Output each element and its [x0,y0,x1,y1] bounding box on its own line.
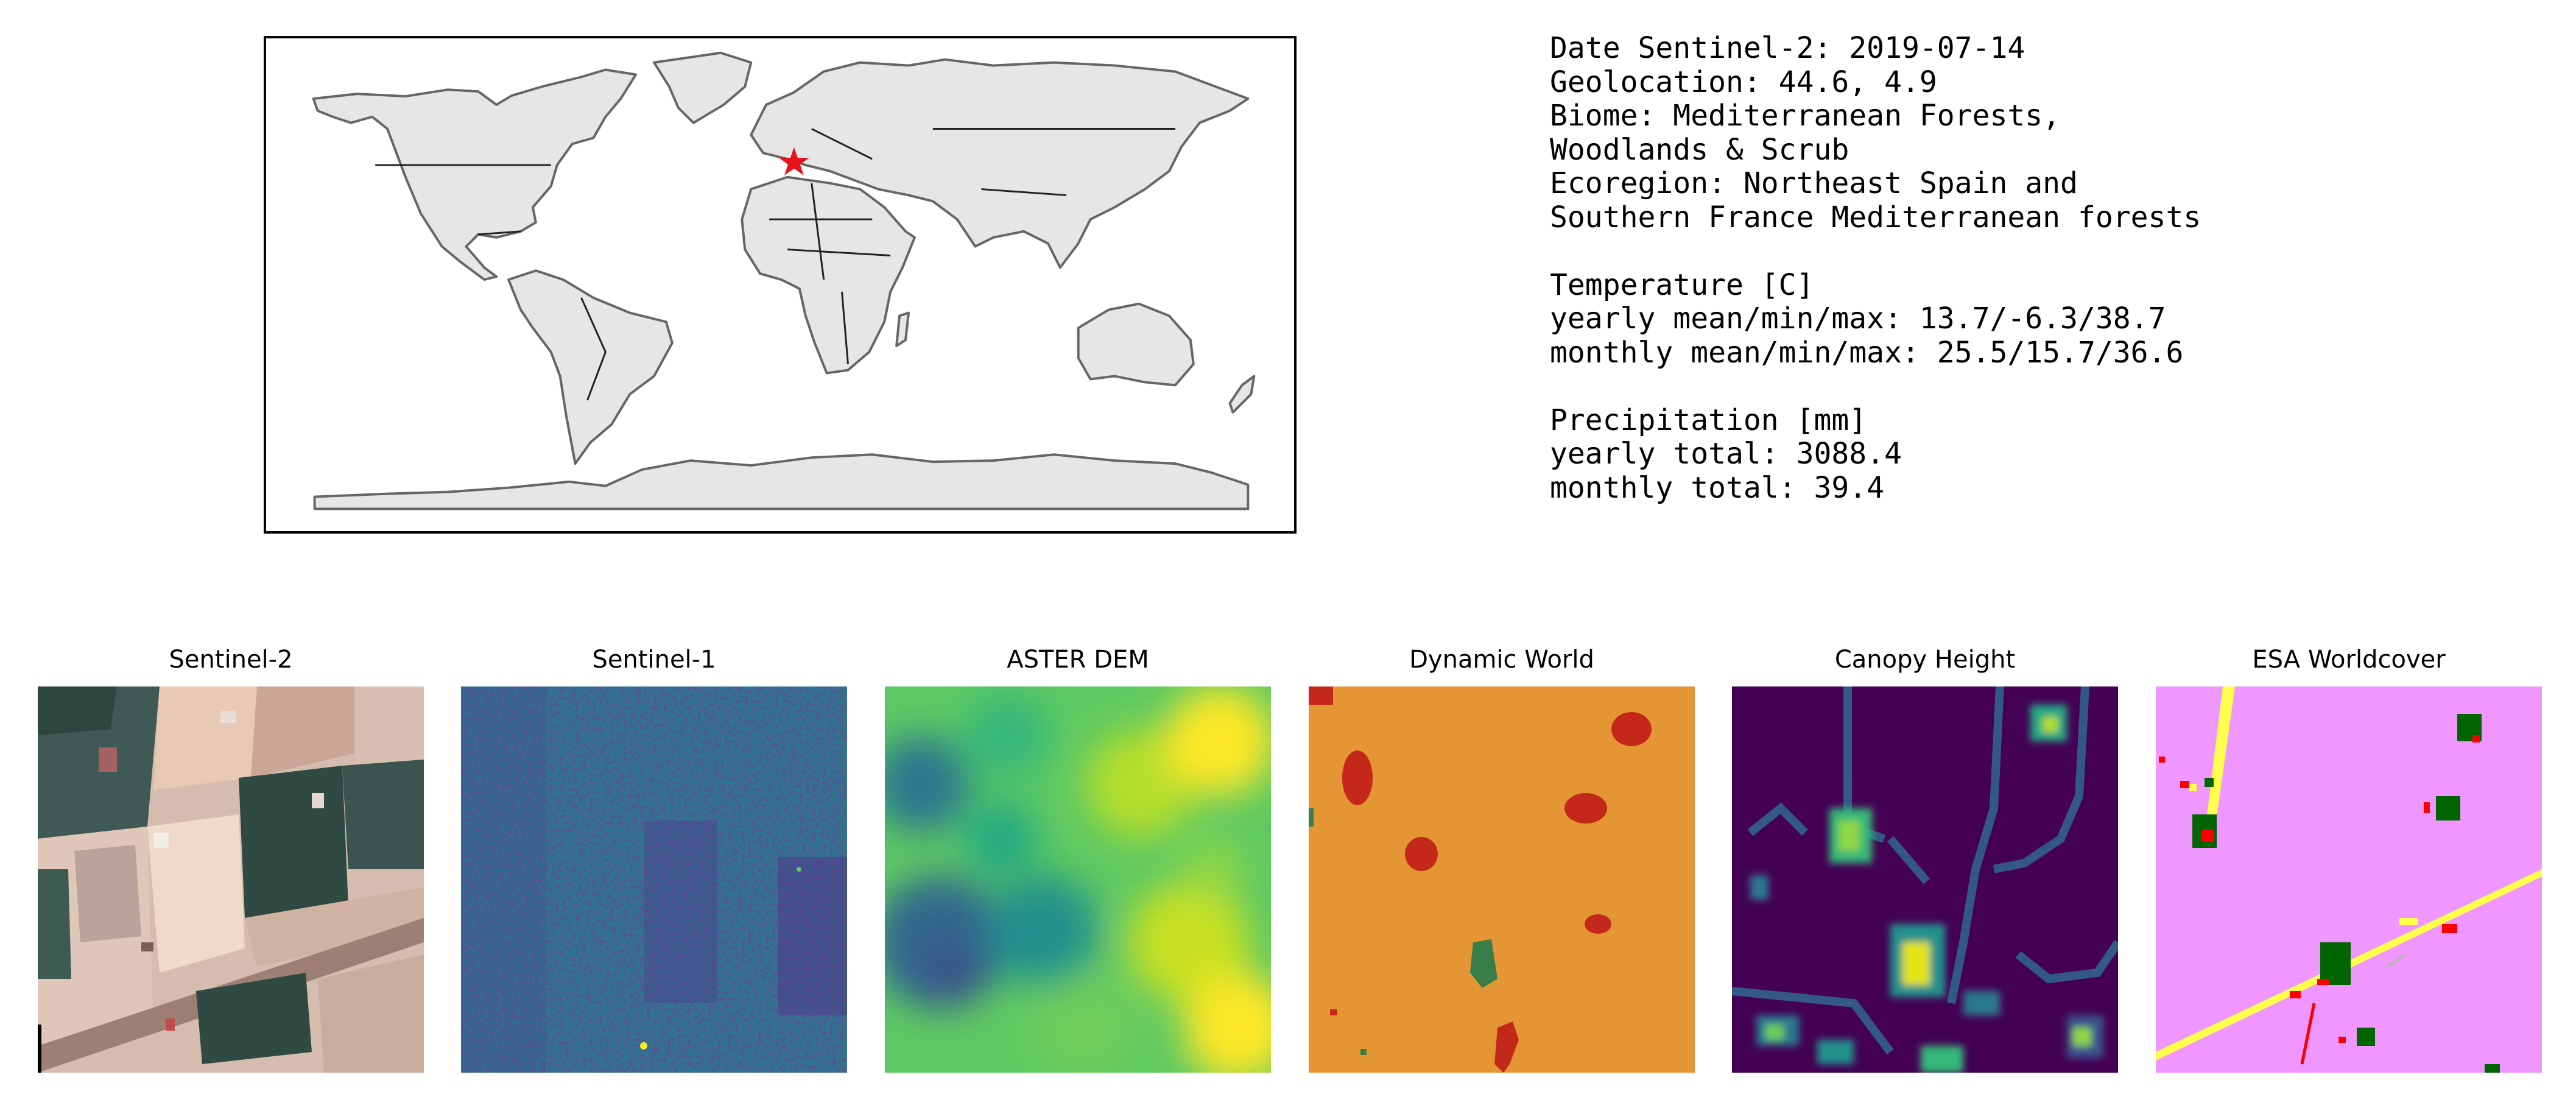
world-map-canvas [312,51,1256,510]
continent-australia [1077,302,1195,387]
biome-line-2: Woodlands & Scrub [1550,132,1849,167]
panel-title-aster-dem: ASTER DEM [1007,646,1149,674]
temperature-monthly: monthly mean/min/max: 25.5/15.7/36.6 [1550,335,2184,370]
continent-africa [741,175,916,375]
panel-title-dynamic-world: Dynamic World [1409,646,1594,674]
panel-title-sentinel-2: Sentinel-2 [169,646,293,674]
biome-line-1: Biome: Mediterranean Forests, [1550,99,2061,133]
panel-title-sentinel-1: Sentinel-1 [592,646,716,674]
dynamic-world-image [1309,686,1695,1073]
precipitation-header: Precipitation [mm] [1550,403,1867,437]
canopy-height-image [1732,686,2118,1073]
continent-greenland [652,51,753,124]
esa-worldcover-image [2156,686,2542,1073]
continent-south-america [507,269,674,465]
world-map [264,36,1297,534]
geolocation-line: Geolocation: 44.6, 4.9 [1550,65,1937,99]
precipitation-monthly: monthly total: 39.4 [1550,470,1885,505]
aster-dem-image [885,686,1271,1073]
island-new-zealand [1228,375,1256,414]
continent-eurasia [750,58,1250,269]
sentinel-2-image [38,686,424,1073]
ecoregion-line-1: Ecoregion: Northeast Spain and [1550,166,2078,200]
continent-antarctica [313,453,1250,510]
ecoregion-line-2: Southern France Mediterranean forests [1550,200,2201,235]
temperature-header: Temperature [C] [1550,267,1814,302]
location-star-icon [779,147,809,175]
location-info-text: Date Sentinel-2: 2019-07-14 Geolocation:… [1550,31,2201,505]
precipitation-yearly: yearly total: 3088.4 [1550,437,1902,471]
panel-title-canopy-height: Canopy Height [1834,646,2016,674]
date-line: Date Sentinel-2: 2019-07-14 [1550,31,2025,65]
continent-north-america [312,68,638,281]
panel-title-esa-worldcover: ESA Worldcover [2252,646,2446,674]
sentinel-1-image [461,686,847,1073]
temperature-yearly: yearly mean/min/max: 13.7/-6.3/38.7 [1550,302,2166,336]
island-madagascar [895,311,910,347]
